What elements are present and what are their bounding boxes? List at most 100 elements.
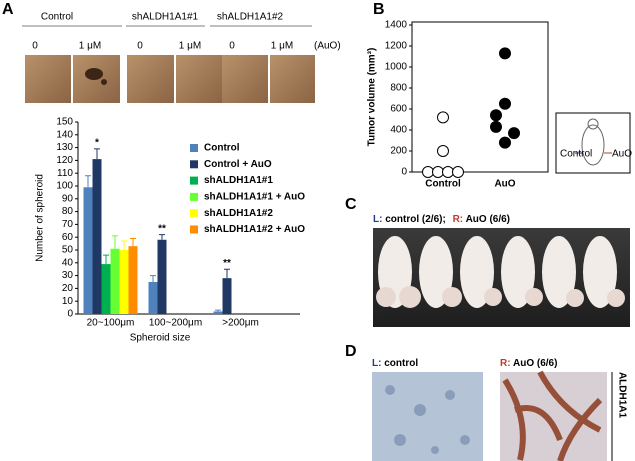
dot — [442, 166, 454, 178]
bar — [128, 246, 138, 314]
y-axis-label: Tumor volume (mm³) — [367, 48, 378, 147]
y-axis-label: Number of spheroid — [35, 174, 46, 262]
y-tick-label: 1000 — [385, 62, 408, 73]
error-bar — [103, 254, 109, 265]
bar — [222, 278, 232, 314]
y-tick-label: 200 — [390, 146, 407, 157]
error-bar — [215, 309, 221, 312]
dot — [437, 111, 449, 124]
mice-photo — [373, 228, 630, 327]
dose: 0 — [137, 41, 143, 52]
inset-label: Control — [560, 149, 592, 160]
x-tick-label: 100~200μm — [149, 318, 202, 329]
bar — [83, 187, 93, 314]
y-tick-label: 800 — [390, 83, 407, 94]
caption-text: AuO (6/6) — [466, 214, 510, 225]
y-tick-label: 40 — [62, 257, 74, 268]
caption-text: control (2/6); — [385, 214, 446, 225]
y-tick-label: 60 — [62, 232, 74, 243]
dot — [422, 166, 434, 178]
dose: 1 μM — [79, 41, 101, 52]
ihc-images — [372, 370, 607, 461]
dot — [452, 166, 464, 178]
x-tick-label: 20~100μm — [87, 318, 135, 329]
group-label: shALDH1A1#2 — [217, 12, 284, 23]
y-tick-label: 600 — [390, 104, 407, 115]
legend-label: shALDH1A1#1 — [204, 175, 273, 186]
legend-label: shALDH1A1#1 + AuO — [204, 192, 305, 203]
treatment: (AuO) — [314, 41, 341, 52]
dot — [499, 47, 511, 60]
legend-label: shALDH1A1#2 — [204, 208, 273, 219]
y-tick-label: 50 — [62, 245, 74, 256]
bar — [119, 250, 129, 314]
legend-swatch — [190, 225, 198, 234]
bar — [157, 239, 167, 314]
y-tick-label: 0 — [401, 167, 407, 178]
bar — [92, 159, 102, 314]
caption-text: control — [384, 358, 418, 369]
caption: R: AuO (6/6) — [500, 358, 557, 369]
y-tick-label: 30 — [62, 270, 74, 281]
y-tick-label: 140 — [56, 129, 73, 140]
key: L: — [372, 358, 381, 369]
dose: 1 μM — [271, 41, 293, 52]
group-label: Control — [41, 12, 73, 23]
y-tick-label: 0 — [67, 309, 73, 320]
caption: L: control (2/6); R: AuO (6/6) — [373, 214, 510, 225]
dot — [499, 97, 511, 110]
y-tick-label: 20 — [62, 283, 74, 294]
group-label: shALDH1A1#1 — [132, 12, 199, 23]
key: L: — [373, 214, 382, 225]
bar — [110, 248, 120, 314]
key: R: — [453, 214, 464, 225]
y-tick-label: 80 — [62, 206, 74, 217]
error-bar — [130, 237, 136, 247]
y-tick-label: 100 — [56, 181, 73, 192]
dot — [432, 166, 444, 178]
bar — [101, 264, 111, 314]
x-tick-label: Control — [425, 179, 461, 190]
inset-diagram: Control AuO — [555, 112, 632, 174]
marker-label: ALDH1A1 — [616, 372, 627, 419]
dot — [437, 145, 449, 157]
y-tick-label: 120 — [56, 155, 73, 166]
bar — [213, 311, 223, 314]
key: R: — [500, 358, 511, 369]
dose: 0 — [32, 41, 38, 52]
legend-label: Control — [204, 143, 240, 154]
y-tick-label: 1200 — [385, 41, 408, 52]
error-bar — [121, 240, 127, 250]
y-tick-label: 400 — [390, 125, 407, 136]
y-tick-label: 110 — [57, 168, 73, 179]
error-bar — [224, 268, 230, 279]
dot — [490, 120, 502, 133]
plot-frame — [411, 21, 549, 173]
panel-label: D — [345, 343, 357, 360]
y-tick-label: 10 — [62, 296, 74, 307]
significance: * — [95, 138, 99, 149]
error-bar — [159, 234, 165, 240]
panel-label: C — [345, 196, 357, 213]
error-bar — [85, 175, 91, 188]
dot — [490, 109, 502, 122]
dot — [499, 136, 511, 149]
panel-label: B — [373, 1, 385, 18]
y-tick-label: 90 — [62, 193, 74, 204]
legend-label: Control + AuO — [204, 159, 272, 170]
x-tick-label: >200μm — [222, 318, 259, 329]
y-tick-label: 130 — [56, 142, 73, 153]
x-axis-label: Spheroid size — [130, 333, 191, 344]
legend-swatch — [190, 192, 198, 201]
x-tick-label: AuO — [494, 179, 515, 190]
well-photos — [25, 55, 315, 103]
dot — [508, 127, 520, 140]
caption: L: control — [372, 358, 418, 369]
legend-swatch — [190, 176, 198, 185]
error-bar — [94, 148, 100, 160]
legend-label: shALDH1A1#2 + AuO — [204, 224, 305, 235]
legend-swatch — [190, 160, 198, 169]
legend-swatch — [190, 144, 198, 152]
caption-text: AuO (6/6) — [513, 358, 557, 369]
